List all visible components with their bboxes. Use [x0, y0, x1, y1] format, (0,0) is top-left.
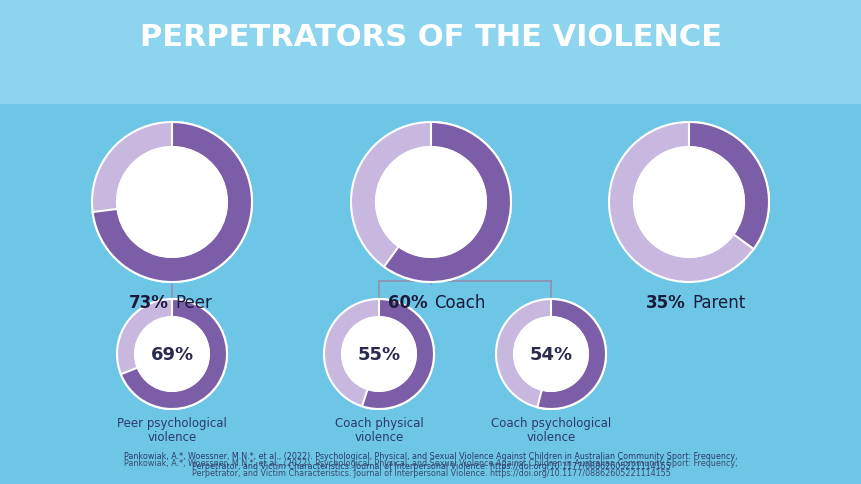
Circle shape — [513, 318, 587, 391]
Text: Coach physical: Coach physical — [334, 417, 423, 430]
Wedge shape — [117, 300, 226, 409]
Text: Pankowiak, A.*, Woessner, M.N.*, et al., (2022). Psychological, Physical, and Se: Pankowiak, A.*, Woessner, M.N.*, et al.,… — [124, 452, 737, 461]
Text: Coach psychological: Coach psychological — [490, 417, 610, 430]
Circle shape — [633, 148, 743, 257]
Text: Peer psychological: Peer psychological — [117, 417, 226, 430]
Circle shape — [375, 148, 486, 257]
Text: violence: violence — [526, 431, 575, 443]
Text: Parent: Parent — [691, 293, 745, 311]
Circle shape — [135, 318, 208, 391]
Wedge shape — [121, 300, 226, 409]
Wedge shape — [92, 123, 251, 283]
Text: Coach: Coach — [433, 293, 485, 311]
Text: Perpetrator, and Victim Characteristics. Journal of Interpersonal Violence. http: Perpetrator, and Victim Characteristics.… — [191, 462, 670, 470]
Text: violence: violence — [147, 431, 196, 443]
Text: 55%: 55% — [357, 345, 400, 363]
Wedge shape — [536, 300, 605, 409]
Wedge shape — [383, 123, 511, 283]
Text: 69%: 69% — [151, 345, 194, 363]
Text: Perpetrator, and Victim Characteristics. Journal of Interpersonal Violence. http: Perpetrator, and Victim Characteristics.… — [191, 468, 670, 477]
Circle shape — [342, 318, 416, 391]
Wedge shape — [92, 123, 251, 283]
Circle shape — [117, 148, 226, 257]
Text: Peer: Peer — [175, 293, 212, 311]
Text: 73%: 73% — [129, 293, 169, 311]
Text: 60%: 60% — [388, 293, 428, 311]
Text: violence: violence — [354, 431, 403, 443]
Wedge shape — [362, 300, 433, 409]
Text: PERPETRATORS OF THE VIOLENCE: PERPETRATORS OF THE VIOLENCE — [139, 22, 722, 51]
Wedge shape — [350, 123, 511, 283]
Wedge shape — [608, 123, 768, 283]
Wedge shape — [495, 300, 605, 409]
Wedge shape — [688, 123, 768, 250]
Text: 54%: 54% — [529, 345, 572, 363]
Text: 35%: 35% — [646, 293, 685, 311]
Bar — [0, 0, 861, 105]
Wedge shape — [324, 300, 433, 409]
Text: Pankowiak, A.*, Woessner, M.N.*, et al., (2022). Psychological, Physical, and Se: Pankowiak, A.*, Woessner, M.N.*, et al.,… — [124, 458, 737, 467]
